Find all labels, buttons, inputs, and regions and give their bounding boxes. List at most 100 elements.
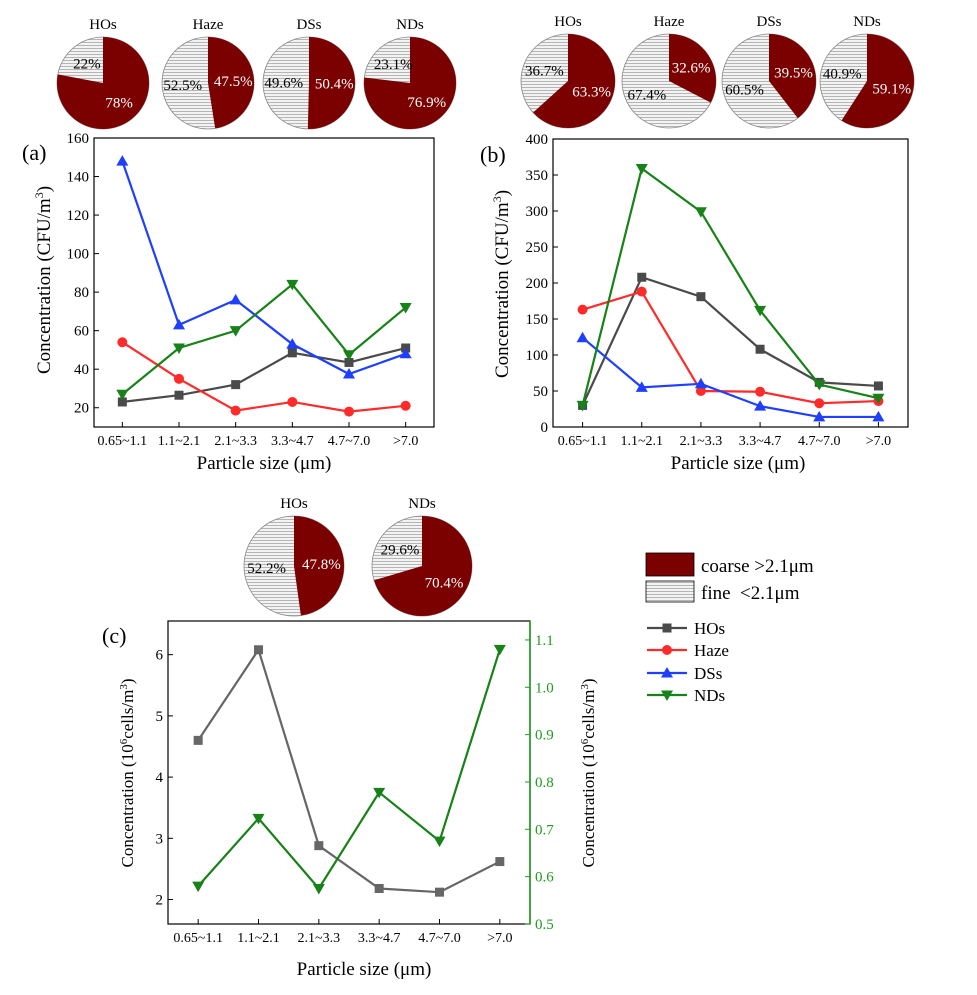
b-hos-pie-coarse-label: 63.3% (572, 84, 611, 100)
b-hos-pie-title: HOs (554, 14, 582, 30)
b-point-hos (755, 344, 765, 354)
b-dss-pie-fine-label: 60.5% (725, 82, 764, 98)
legend: coarse >2.1μm fine <2.1μm HOs Haze DSs NDs (645, 552, 814, 705)
a-nds-pie-coarse-slice (363, 37, 456, 130)
b-point-dss (813, 410, 826, 422)
a-hos-pie-coarse-slice (57, 37, 150, 130)
b-x-tick-label: >7.0 (866, 434, 891, 449)
a-line-dss (121, 160, 407, 376)
c-hos-pie-coarse-slice (294, 516, 344, 616)
b-haze-pie-title: Haze (654, 14, 685, 30)
a-point-hos (117, 397, 127, 407)
a-point-haze (174, 373, 184, 384)
b-x-tick-label: 4.7~7.0 (798, 434, 841, 449)
b-nds-pie-coarse-slice (841, 34, 914, 128)
b-y-tick-label: 250 (526, 240, 549, 256)
a-point-nds (343, 350, 355, 361)
panel-c-plot: 0.65~1.1 1.1~2.1 2.1~3.3 3.3~4.7 4.7~7.0 >7.0… (156, 620, 554, 946)
c-nds-pie-fine-label: 29.6% (381, 543, 420, 559)
legend-label-haze: Haze (694, 641, 729, 660)
a-line-haze (121, 341, 406, 413)
c-x-tick-label: 2.1~3.3 (298, 931, 341, 946)
c-y-tick-label: 5 (156, 709, 164, 725)
c-point-nds (312, 883, 325, 895)
a-point-hos (344, 357, 354, 367)
c-x-tick-label: 1.1~2.1 (237, 931, 280, 946)
legend-label-hos: HOs (694, 619, 725, 638)
a-x-tick-label: 4.7~7.0 (328, 434, 371, 449)
b-point-haze (695, 386, 706, 396)
legend-label-dss: DSs (694, 664, 722, 683)
b-hos-pie-coarse-slice (533, 34, 615, 128)
c-y-tick-label-right: 0.9 (535, 728, 554, 744)
a-dss-pie-coarse-slice (307, 37, 355, 129)
a-point-dss (173, 318, 185, 330)
a-nds-pie-fine-label: 23.1% (374, 57, 413, 73)
a-x-tick-label: 1.1~2.1 (158, 434, 201, 449)
panel-a: (a) 78% 22% HOs 47.5% 52.5% Haze 50.4% 49.6% DSs… (22, 17, 457, 474)
b-point-dss (635, 381, 648, 392)
b-line-haze (582, 290, 879, 405)
c-point-hos (435, 887, 444, 897)
a-point-haze (117, 337, 128, 348)
a-x-tick-label: >7.0 (393, 434, 418, 449)
b-dss-pie-coarse-slice (769, 34, 816, 119)
a-point-dss (343, 368, 355, 379)
panel-c: (c) 47.8% 52.2% HOs 70.4% 29.6% NDs 0.65~1.1 1… (102, 496, 598, 980)
a-x-tick-label: 2.1~3.3 (214, 434, 257, 449)
b-hos-pie-fine-label: 36.7% (525, 64, 564, 80)
c-y-tick-label: 6 (156, 648, 164, 664)
c-y-tick-label-right: 1.1 (535, 633, 554, 649)
b-point-nds (872, 393, 885, 405)
a-point-hos (287, 348, 297, 358)
b-haze-pie-fine-label: 67.4% (628, 87, 667, 103)
b-x-tick-label: 3.3~4.7 (739, 434, 782, 449)
a-y-tick-label: 40 (74, 362, 89, 378)
c-point-hos (495, 857, 505, 867)
a-hos-pie-fine-label: 22% (73, 57, 101, 73)
c-hos-pie-title: HOs (280, 496, 308, 512)
a-y-tick-label: 100 (67, 247, 90, 263)
c-point-nds (493, 644, 506, 656)
panel-b-label: (b) (480, 142, 506, 167)
a-point-nds (173, 343, 185, 355)
b-point-dss (694, 377, 707, 389)
b-y-tick-label: 50 (533, 384, 548, 400)
panel-c-ylabel-left: Concentration (106cells/m3) (118, 679, 137, 868)
c-hos-pie-coarse-label: 47.8% (302, 557, 341, 573)
b-point-nds (635, 164, 648, 175)
c-line-hos (197, 647, 501, 894)
a-point-nds (229, 326, 242, 337)
b-line-hos (581, 275, 879, 406)
c-point-nds (373, 787, 386, 799)
b-dss-pie-coarse-label: 39.5% (774, 66, 813, 82)
b-dss-pie-title: DSs (756, 14, 781, 30)
c-plot-frame (167, 620, 531, 925)
a-haze-pie-coarse-slice (208, 37, 255, 129)
c-y-tick-label-right: 0.7 (535, 822, 554, 838)
legend-fine-swatch (645, 580, 695, 603)
a-x-tick-label: 0.65~1.1 (98, 434, 148, 449)
b-point-haze (814, 398, 825, 409)
a-point-haze (400, 400, 411, 411)
c-point-hos (193, 735, 203, 745)
panel-a-ylabel: Concentration (CFU/m3) (32, 186, 55, 374)
c-x-tick-label: 3.3~4.7 (358, 931, 401, 946)
c-nds-pie-coarse-label: 70.4% (425, 575, 464, 591)
c-point-nds (192, 881, 205, 893)
a-plot-frame (93, 137, 435, 428)
c-nds-pie-coarse-slice (374, 516, 472, 616)
a-line-hos (122, 346, 406, 404)
c-hos-pie-fine-label: 52.2% (247, 561, 286, 577)
c-point-hos (254, 645, 263, 655)
c-point-hos (374, 883, 384, 893)
legend-marker-nds (661, 690, 673, 701)
c-nds-pie-title: NDs (408, 496, 436, 512)
a-haze-pie-title: Haze (193, 17, 224, 33)
c-y-tick-label-right: 0.6 (535, 870, 554, 886)
c-y-tick-label-right: 1.0 (535, 680, 554, 696)
b-point-dss (754, 400, 767, 411)
a-hos-pie-title: HOs (89, 17, 117, 33)
a-point-dss (116, 155, 129, 166)
